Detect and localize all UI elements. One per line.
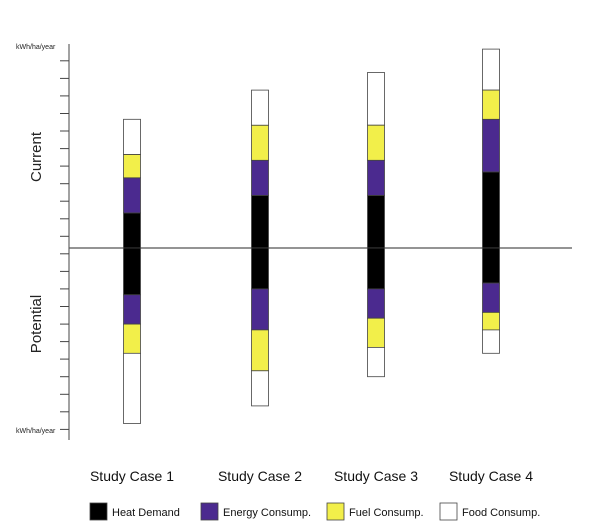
bar-segment-current-heat-demand	[123, 212, 141, 249]
bar-segment-current-food-consump	[123, 118, 141, 155]
bar-segment-current-energy-consump	[482, 118, 500, 173]
bar-segment-potential-heat-demand	[367, 247, 385, 290]
bar-segment-potential-fuel-consump	[123, 323, 141, 354]
category-label: Study Case 1	[90, 468, 174, 484]
bar-segment-potential-fuel-consump	[367, 317, 385, 348]
legend-swatch	[326, 502, 345, 521]
bar-segment-current-fuel-consump	[123, 153, 141, 179]
bar-segment-potential-fuel-consump	[251, 329, 269, 372]
bar-segment-potential-energy-consump	[482, 282, 500, 313]
bar-segment-current-energy-consump	[367, 159, 385, 196]
upper-label: Current	[28, 131, 45, 182]
category-label: Study Case 3	[334, 468, 418, 484]
bar-segment-current-fuel-consump	[367, 124, 385, 161]
category-label: Study Case 4	[449, 468, 533, 484]
bar-segment-potential-heat-demand	[251, 247, 269, 290]
legend-swatch	[89, 502, 108, 521]
bar-segment-potential-food-consump	[367, 346, 385, 378]
bar-segment-potential-food-consump	[482, 329, 500, 354]
legend-item-heat-demand: Heat Demand	[89, 502, 180, 521]
bar-segment-current-fuel-consump	[482, 89, 500, 120]
bar-segment-current-energy-consump	[123, 177, 141, 214]
legend: Heat Demand Energy Consump. Fuel Consump. F…	[89, 502, 540, 521]
bar-segment-current-food-consump	[367, 72, 385, 126]
unit-label-bottom: kWh/ha/year	[16, 428, 56, 435]
bar-segment-potential-food-consump	[123, 352, 141, 424]
bar-segment-potential-energy-consump	[251, 288, 269, 331]
legend-swatch	[200, 502, 219, 521]
legend-item-food-consump: Food Consump.	[439, 502, 540, 521]
category-label: Study Case 2	[218, 468, 302, 484]
bar-segment-current-food-consump	[482, 48, 500, 91]
bar-segment-potential-heat-demand	[123, 247, 141, 296]
unit-label-top: kWh/ha/year	[16, 44, 56, 51]
bar-segment-current-heat-demand	[367, 194, 385, 249]
bar-segment-potential-food-consump	[251, 370, 269, 407]
bar-segment-potential-energy-consump	[367, 288, 385, 319]
legend-label: Fuel Consump.	[349, 507, 424, 519]
bars	[123, 48, 500, 424]
bar-segment-current-food-consump	[251, 89, 269, 126]
bar-segment-potential-energy-consump	[123, 294, 141, 325]
legend-swatch	[439, 502, 458, 521]
bar-stack-study-case-2	[251, 89, 269, 407]
bar-segment-current-fuel-consump	[251, 124, 269, 161]
bar-stack-study-case-3	[367, 72, 385, 378]
lower-label: Potential	[28, 295, 45, 353]
vertical-axis	[60, 44, 70, 440]
bar-segment-current-heat-demand	[482, 171, 500, 249]
bar-stack-study-case-4	[482, 48, 500, 354]
axis-ticks	[60, 60, 69, 430]
bar-segment-potential-fuel-consump	[482, 311, 500, 331]
legend-item-energy-consump: Energy Consump.	[200, 502, 311, 521]
bar-stack-study-case-1	[123, 118, 141, 424]
legend-label: Food Consump.	[462, 507, 540, 519]
legend-label: Heat Demand	[112, 507, 180, 519]
bar-segment-potential-heat-demand	[482, 247, 500, 284]
bar-segment-current-energy-consump	[251, 159, 269, 196]
legend-label: Energy Consump.	[223, 507, 311, 519]
bar-segment-current-heat-demand	[251, 194, 269, 249]
legend-item-fuel-consump: Fuel Consump.	[326, 502, 424, 521]
category-labels: Study Case 1 Study Case 2 Study Case 3 Stud…	[90, 468, 533, 484]
